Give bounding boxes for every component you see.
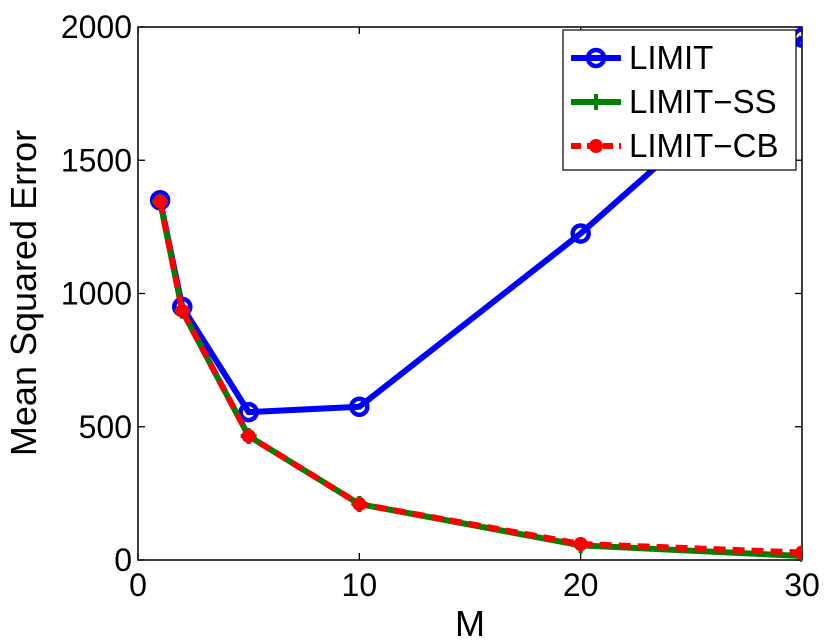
legend-symbol-limit — [585, 47, 607, 69]
point-limit-20 — [570, 223, 591, 244]
x-tick-label-0: 0 — [129, 567, 147, 603]
y-tick-label-0: 0 — [114, 542, 132, 578]
series-limit-cb — [153, 194, 802, 560]
point-limit-cb-5 — [241, 429, 256, 444]
y-tick-label-1000: 1000 — [61, 276, 132, 312]
legend-marker-limit-cb — [589, 139, 603, 153]
point-limit-cb-10 — [352, 497, 367, 512]
x-tick-label-20: 20 — [563, 567, 599, 603]
y-tick-label-1500: 1500 — [61, 142, 132, 178]
legend-label-limit: LIMIT — [629, 39, 713, 76]
y-tick-label-500: 500 — [79, 409, 132, 445]
x-axis-label: M — [455, 603, 485, 643]
x-tick-label-10: 10 — [342, 567, 378, 603]
legend-entry-limit: LIMIT — [571, 39, 713, 76]
axis-ticks: 0 10 20 30 0 500 1000 1500 2000 — [61, 9, 820, 603]
legend: LIMIT LIMIT−SS LIMIT−CB — [562, 29, 797, 171]
point-limit-10 — [349, 396, 370, 418]
point-limit-cb-30 — [795, 545, 802, 560]
legend-entry-limit-ss: LIMIT−SS — [571, 83, 777, 120]
legend-symbol-limit-ss — [588, 94, 604, 110]
legend-symbol-limit-cb — [589, 139, 603, 153]
point-limit-cb-2 — [175, 303, 190, 318]
legend-marker-limit-ss — [588, 94, 604, 110]
point-limit-5 — [238, 401, 259, 423]
series-line-limit-ss — [157, 200, 802, 559]
legend-label-limit-cb: LIMIT−CB — [629, 127, 778, 164]
legend-entry-limit-cb: LIMIT−CB — [571, 127, 778, 164]
y-tick-label-2000: 2000 — [61, 9, 132, 45]
series-layer — [149, 27, 802, 562]
point-limit-cb-1 — [153, 194, 168, 209]
x-tick-label-30: 30 — [784, 567, 820, 603]
legend-marker-limit — [585, 47, 607, 69]
point-limit-cb-20 — [573, 537, 588, 552]
legend-label-limit-ss: LIMIT−SS — [629, 83, 777, 120]
y-axis-label: Mean Squared Error — [3, 130, 44, 456]
